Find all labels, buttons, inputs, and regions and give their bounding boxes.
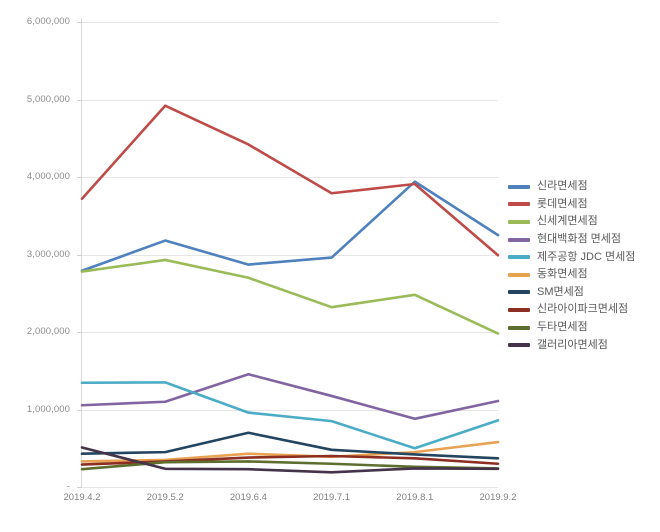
legend-color-swatch-icon — [508, 237, 530, 242]
series-line — [80, 381, 500, 450]
legend-color-swatch-icon — [508, 255, 530, 260]
legend-item-label: 신라면세점 — [537, 180, 588, 193]
legend-item[interactable]: 롯데면세점 — [508, 196, 658, 214]
y-axis-tick-label: 2,000,000 — [26, 326, 70, 337]
legend-color-swatch-icon — [508, 290, 530, 295]
legend-color-swatch-icon — [508, 184, 530, 189]
gridline — [82, 332, 498, 333]
series-line — [80, 180, 500, 273]
x-axis-tick-label: 2019.6.4 — [229, 492, 267, 503]
legend-item[interactable]: 현대백화점 면세점 — [508, 231, 658, 249]
y-axis-spine — [81, 18, 82, 488]
legend-item-label: 신라아이파크면세점 — [537, 303, 629, 316]
x-axis-tick-label: 2019.7.1 — [313, 492, 351, 503]
y-axis-tick-label: 5,000,000 — [26, 93, 70, 105]
legend-item-label: 동화면세점 — [537, 268, 588, 281]
legend-item[interactable]: 신라아이파크면세점 — [508, 301, 658, 319]
legend-color-swatch-icon — [508, 343, 530, 348]
gridline — [82, 177, 498, 178]
series-line — [80, 431, 500, 460]
y-tick-mark — [77, 332, 82, 333]
legend-item[interactable]: 신세계면세점 — [508, 213, 658, 231]
legend-item[interactable]: SM면세점 — [508, 284, 658, 302]
legend-color-swatch-icon — [508, 219, 530, 224]
legend-item-label: 신세계면세점 — [537, 215, 598, 228]
series-line — [80, 104, 500, 257]
legend-item-label: 두타면세점 — [537, 321, 588, 334]
series-line — [80, 258, 500, 335]
y-tick-mark — [77, 254, 82, 256]
legend-item[interactable]: 신라면세점 — [508, 178, 658, 196]
gridline — [82, 409, 498, 411]
legend-color-swatch-icon — [508, 202, 530, 207]
legend-item-label: 롯데면세점 — [537, 197, 588, 210]
y-axis-tick-label: 4,000,000 — [26, 171, 70, 182]
y-tick-mark — [77, 99, 82, 101]
gridline — [82, 99, 498, 101]
y-tick-mark — [77, 22, 82, 23]
y-axis-tick-label: 1,000,000 — [26, 403, 70, 415]
legend-color-swatch-icon — [508, 325, 530, 330]
legend-color-swatch-icon — [508, 307, 530, 312]
y-tick-mark — [77, 487, 82, 488]
series-line — [80, 460, 500, 471]
y-axis-tick-label: 3,000,000 — [26, 248, 70, 260]
gridline — [82, 22, 498, 23]
legend-item[interactable]: 두타면세점 — [508, 319, 658, 337]
legend-item-label: 갤러리아면세점 — [537, 338, 608, 351]
y-tick-mark — [77, 409, 82, 411]
series-line — [80, 440, 500, 463]
x-axis-tick-label: 2019.5.2 — [146, 492, 184, 503]
legend-item[interactable]: 갤러리아면세점 — [508, 336, 658, 354]
legend-item[interactable]: 제주공항 JDC 면세점 — [508, 248, 658, 266]
y-axis-tick-label: - — [66, 481, 70, 492]
legend-item-label: 현대백화점 면세점 — [537, 233, 622, 246]
x-axis-tick-label: 2019.9.2 — [479, 492, 517, 503]
legend-item[interactable]: 동화면세점 — [508, 266, 658, 284]
y-axis-tick-label: 6,000,000 — [26, 16, 70, 27]
series-line — [80, 454, 500, 466]
gridline — [82, 254, 498, 256]
legend-color-swatch-icon — [508, 272, 530, 277]
y-tick-mark — [77, 177, 82, 178]
legend-item-label: 제주공항 JDC 면세점 — [537, 250, 636, 263]
legend-item-label: SM면세점 — [537, 285, 584, 298]
x-axis-tick-label: 2019.8.1 — [396, 492, 434, 503]
gridline — [82, 487, 498, 488]
series-line — [80, 372, 500, 421]
series-line — [80, 446, 500, 474]
x-axis-tick-label: 2019.4.2 — [63, 492, 101, 503]
